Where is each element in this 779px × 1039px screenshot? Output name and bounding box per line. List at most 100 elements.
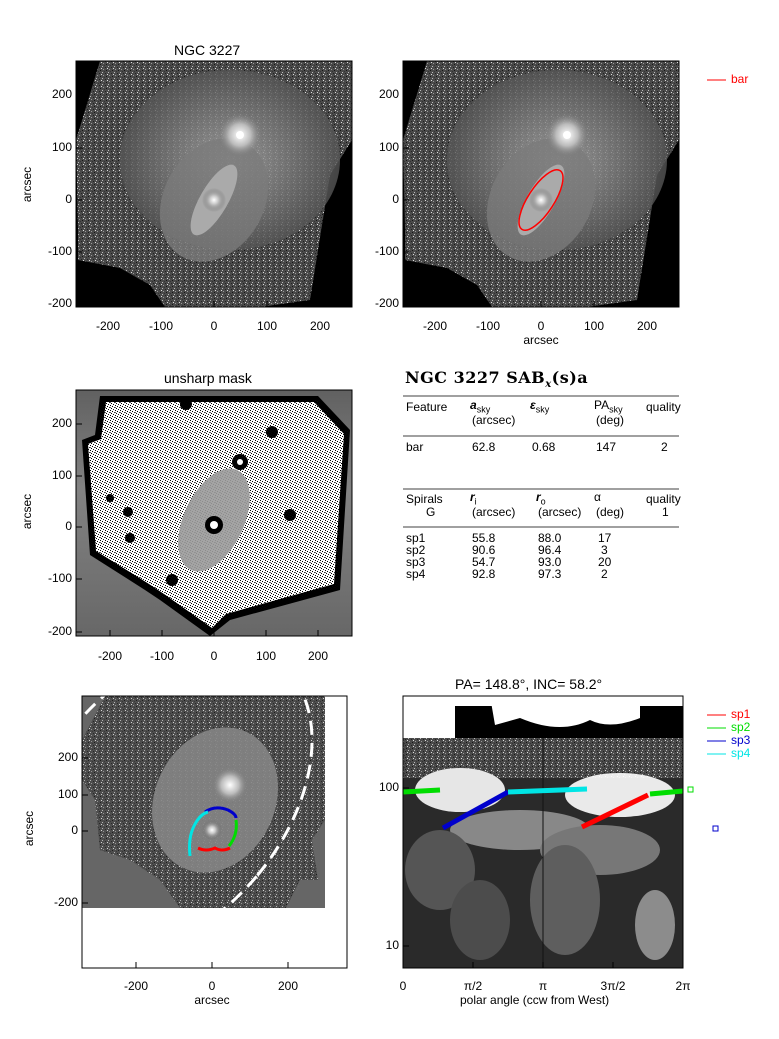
sp4-line [507, 786, 588, 795]
legend-sp4: sp4 [731, 746, 751, 760]
th-pa-unit: (deg) [596, 413, 625, 427]
p2-xtick-m100: -100 [475, 319, 501, 333]
p5-xlabel: arcsec [194, 993, 230, 1007]
sp1-line [580, 792, 650, 830]
panel6-title: PA= 148.8°, INC= 58.2° [455, 676, 603, 692]
sp3-line [441, 789, 510, 831]
row-sp1-name: sp1 [406, 531, 426, 545]
panel1-title: NGC 3227 [174, 42, 241, 58]
row-sp2-ro: 96.4 [538, 543, 562, 557]
p2-ytick-200: 200 [378, 87, 399, 101]
th-alpha: α [594, 490, 601, 504]
th-quality: quality [646, 400, 681, 414]
th-ri-sub: i [474, 496, 477, 507]
bar-ellipse [518, 169, 564, 231]
row-sp1-alpha: 17 [598, 531, 612, 545]
p3-ytick-0: 0 [65, 519, 72, 533]
disk-ellipse [18, 642, 314, 958]
row-sp3-name: sp3 [406, 555, 426, 569]
th-a-unit: (arcsec) [472, 413, 516, 427]
p6-ytick-100: 100 [378, 780, 399, 794]
th-a-sym: a [470, 398, 477, 412]
row-sp4-name: sp4 [406, 567, 426, 581]
sp2-arm [227, 819, 238, 847]
sp3-marker [712, 825, 719, 832]
p2-xtick-100: 100 [583, 319, 605, 333]
sp3-arm [204, 806, 238, 819]
p3-ytick-m100: -100 [47, 571, 72, 585]
p3-xtick-m100: -100 [149, 649, 175, 663]
panel5-image [18, 642, 347, 968]
p1-xtick-m200: -200 [95, 319, 121, 333]
row-sp4-ri: 92.8 [472, 567, 496, 581]
table-title-main: NGC 3227 SAB [405, 368, 546, 387]
p1-ytick-0: 0 [65, 192, 72, 206]
p6-ytick-10: 10 [385, 938, 399, 952]
th-ro-unit: (arcsec) [538, 505, 582, 519]
th-pa-sym: PA [594, 398, 610, 412]
p2-ytick-100: 100 [378, 140, 399, 154]
sp2-line [402, 787, 441, 795]
p5-xtick-m200: -200 [123, 979, 149, 993]
p3-xtick-0: 0 [210, 649, 218, 663]
p1-ylabel: arcsec [20, 166, 35, 203]
bar-row-pa: 147 [596, 440, 617, 454]
legend-sp3: sp3 [731, 733, 751, 747]
p2-ytick-m100: -100 [374, 244, 399, 258]
th-pa-sub: sky [609, 404, 623, 415]
table-title-sub: x [545, 379, 552, 391]
th-e: εsky [530, 398, 549, 414]
p6-xtick-0: 0 [399, 979, 407, 993]
th-a-sub: sky [476, 404, 491, 415]
p2-ytick-0: 0 [392, 192, 399, 206]
row-sp3-alpha: 20 [598, 555, 612, 569]
p6-xtick-pi: π [538, 979, 548, 993]
p1-xtick-m100: -100 [148, 319, 174, 333]
p3-xtick-m200: -200 [97, 649, 123, 663]
th-ri-sym: r [470, 490, 475, 504]
sp2-marker [687, 786, 694, 793]
th-ri: ri [470, 490, 477, 506]
th-quality-val: 1 [662, 505, 669, 519]
legend-sp2: sp2 [731, 720, 751, 734]
p5-ytick-100: 100 [57, 787, 78, 801]
p5-ytick-m200: -200 [53, 895, 78, 909]
th-ro-sub: o [540, 496, 546, 507]
p6-xtick-3pi2: 3π/2 [600, 979, 626, 993]
p5-xtick-0: 0 [208, 979, 216, 993]
bar-row-name: bar [406, 440, 424, 454]
th-ro-sym: r [536, 490, 541, 504]
p2-xtick-0: 0 [537, 319, 545, 333]
panel3-title: unsharp mask [164, 370, 252, 386]
p5-ylabel: arcsec [22, 810, 37, 847]
p6-xtick-pi2: π/2 [463, 979, 483, 993]
panel3-image [76, 390, 352, 636]
row-sp1-ri: 55.8 [472, 531, 496, 545]
th-e-sub: sky [535, 404, 550, 415]
p2-xtick-200: 200 [636, 319, 658, 333]
panel6-image [402, 696, 684, 968]
p5-xtick-200: 200 [277, 979, 299, 993]
bar-row-quality: 2 [661, 440, 668, 454]
p3-ytick-200: 200 [51, 416, 72, 430]
p1-xtick-0: 0 [210, 319, 218, 333]
panel5-frame [81, 695, 348, 969]
row-sp4-alpha: 2 [601, 567, 608, 581]
p2-xtick-m200: -200 [422, 319, 448, 333]
sp1-arm [197, 846, 231, 852]
row-sp4-ro: 97.3 [538, 567, 562, 581]
p5-ytick-200: 200 [57, 750, 78, 764]
p2-ytick-m200: -200 [374, 296, 399, 310]
tick-marks [76, 94, 648, 968]
th-quality-2: quality [646, 492, 681, 506]
p1-ytick-m200: -200 [47, 296, 72, 310]
th-spirals: Spirals [406, 492, 443, 506]
th-ri-unit: (arcsec) [472, 505, 516, 519]
table-title-tail: (s)a [551, 368, 589, 387]
row-sp3-ri: 54.7 [472, 555, 496, 569]
table-title: NGC 3227 SABx(s)a [405, 368, 588, 390]
p6-xtick-2pi: 2π [675, 979, 691, 993]
th-g: G [426, 505, 436, 519]
sp2-line-wrap [649, 788, 684, 797]
bar-legend-label: bar [731, 72, 749, 86]
